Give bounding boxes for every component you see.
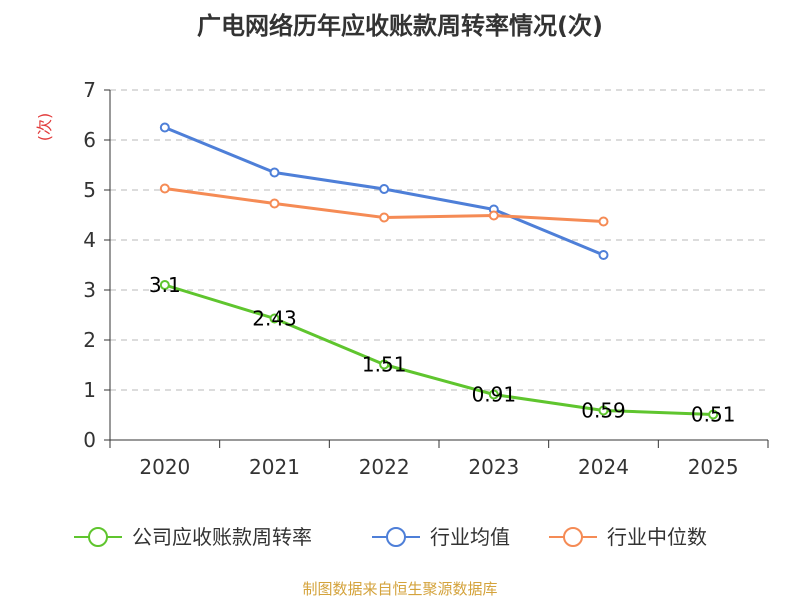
grid-lines [110, 89, 768, 391]
data-point [379, 184, 390, 194]
legend-label: 行业中位数 [607, 525, 707, 549]
data-point [488, 389, 499, 400]
x-axis: 2020 2021 2022 2023 2024 2025 [109, 439, 769, 479]
source-note: 制图数据来自恒生聚源数据库 [302, 580, 498, 598]
x-tick-label: 2024 [578, 455, 629, 479]
x-tick-label: 2021 [249, 455, 300, 479]
data-point [269, 198, 280, 209]
y-tick-label: 2 [83, 328, 96, 352]
y-tick-label: 1 [83, 378, 96, 402]
data-label: 0.51 [691, 403, 736, 427]
y-tick-label: 5 [83, 178, 96, 202]
data-point [379, 212, 390, 223]
series-line [164, 283, 714, 416]
legend-label: 行业均值 [430, 525, 510, 549]
y-tick-label: 7 [83, 78, 96, 102]
legend-marker [386, 527, 406, 547]
y-tick-label: 3 [83, 278, 96, 302]
data-label: 2.43 [252, 307, 297, 331]
data-point [269, 313, 280, 324]
series-layer [159, 122, 719, 420]
legend-marker [88, 527, 108, 547]
data-point [598, 250, 609, 260]
data-point [269, 167, 280, 178]
x-tick-label: 2022 [359, 455, 410, 479]
legend-label: 公司应收账款周转率 [132, 525, 312, 549]
legend-marker [563, 527, 583, 547]
data-point [159, 183, 170, 194]
x-tick-label: 2025 [688, 455, 739, 479]
chart-title: 广电网络历年应收账款周转率情况(次) [197, 12, 603, 40]
y-tick-label: 4 [83, 228, 96, 252]
data-point [708, 409, 719, 420]
data-labels: 3.1 2.43 1.51 0.91 0.59 0.51 [149, 273, 736, 427]
data-label: 3.1 [149, 273, 181, 297]
data-label: 0.91 [472, 383, 517, 407]
y-axis: 0 1 2 3 4 5 6 7 [83, 78, 111, 452]
y-tick-label: 6 [83, 128, 96, 152]
y-axis-label: (次) [35, 113, 54, 142]
x-tick-label: 2020 [139, 455, 190, 479]
data-point [488, 210, 499, 221]
data-point [598, 405, 609, 416]
data-point [159, 280, 170, 290]
legend: 公司应收账款周转率 行业均值 行业中位数 [74, 525, 707, 549]
data-point [379, 359, 390, 370]
data-label: 0.59 [581, 399, 626, 423]
data-label: 1.51 [362, 353, 407, 377]
y-tick-label: 0 [83, 428, 96, 452]
data-point [598, 216, 609, 227]
data-point [159, 122, 170, 133]
x-tick-label: 2023 [468, 455, 519, 479]
